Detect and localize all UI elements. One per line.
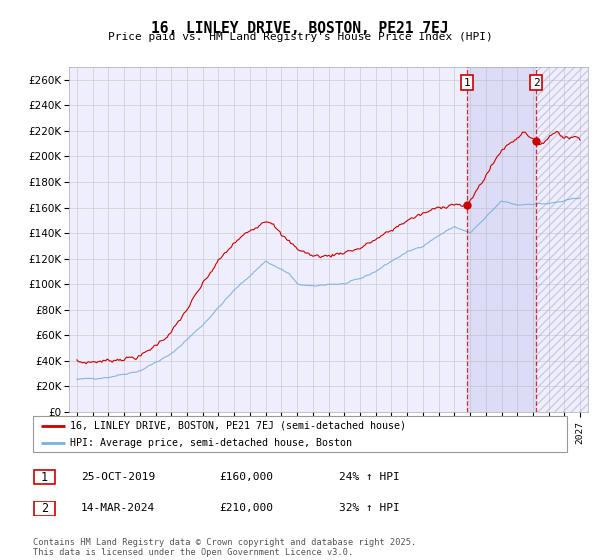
Text: £160,000: £160,000 bbox=[219, 472, 273, 482]
Text: 16, LINLEY DRIVE, BOSTON, PE21 7EJ: 16, LINLEY DRIVE, BOSTON, PE21 7EJ bbox=[151, 21, 449, 36]
Bar bbox=[467, 67, 536, 412]
FancyBboxPatch shape bbox=[34, 470, 55, 484]
Text: 25-OCT-2019: 25-OCT-2019 bbox=[81, 472, 155, 482]
Text: 1: 1 bbox=[464, 77, 470, 87]
Text: 32% ↑ HPI: 32% ↑ HPI bbox=[339, 503, 400, 514]
FancyBboxPatch shape bbox=[34, 501, 55, 516]
Text: Contains HM Land Registry data © Crown copyright and database right 2025.
This d: Contains HM Land Registry data © Crown c… bbox=[33, 538, 416, 557]
Text: 14-MAR-2024: 14-MAR-2024 bbox=[81, 503, 155, 514]
Bar bbox=[536, 67, 588, 412]
Bar bbox=[536, 67, 588, 412]
Text: HPI: Average price, semi-detached house, Boston: HPI: Average price, semi-detached house,… bbox=[70, 438, 352, 447]
Text: 2: 2 bbox=[533, 77, 539, 87]
Text: 16, LINLEY DRIVE, BOSTON, PE21 7EJ (semi-detached house): 16, LINLEY DRIVE, BOSTON, PE21 7EJ (semi… bbox=[70, 421, 406, 431]
FancyBboxPatch shape bbox=[33, 416, 567, 452]
Text: Price paid vs. HM Land Registry's House Price Index (HPI): Price paid vs. HM Land Registry's House … bbox=[107, 32, 493, 43]
Text: £210,000: £210,000 bbox=[219, 503, 273, 514]
Text: 2: 2 bbox=[41, 502, 48, 515]
Text: 1: 1 bbox=[41, 470, 48, 484]
Text: 24% ↑ HPI: 24% ↑ HPI bbox=[339, 472, 400, 482]
